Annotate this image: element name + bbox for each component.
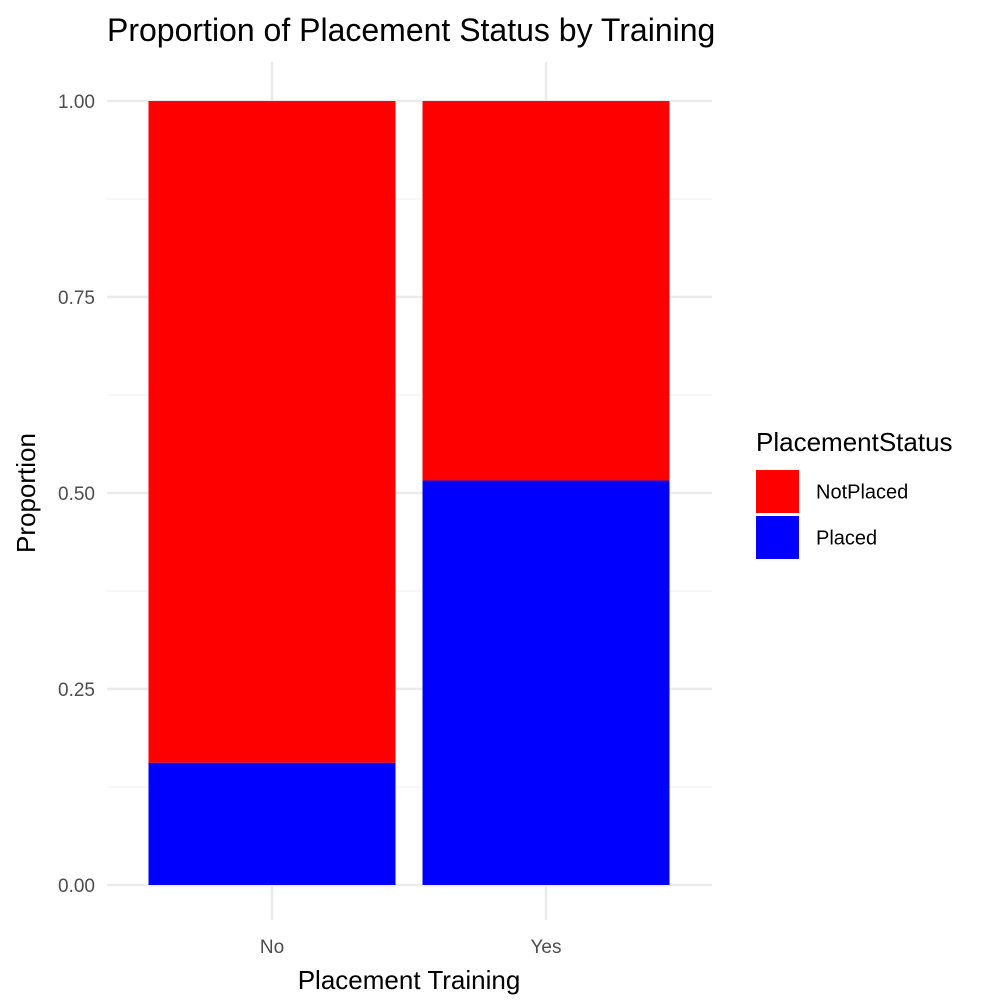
- y-tick-label: 0.00: [58, 876, 95, 897]
- y-axis-ticks: 0.00 0.25 0.50 0.75 1.00: [58, 92, 95, 897]
- legend-label-placed: Placed: [816, 528, 877, 550]
- legend-key-notplaced: [756, 470, 799, 513]
- y-tick-label: 0.25: [58, 680, 95, 701]
- bar-placed-no: [148, 762, 396, 885]
- y-tick-label: 0.50: [58, 484, 95, 505]
- bars: [148, 101, 670, 885]
- bar-placed-yes: [422, 480, 670, 885]
- y-tick-label: 0.75: [58, 288, 95, 309]
- x-axis-ticks: No Yes: [260, 937, 562, 958]
- bar-notplaced-no: [148, 101, 396, 763]
- legend-key-placed: [756, 516, 799, 559]
- legend: PlacementStatus NotPlaced Placed: [756, 427, 953, 559]
- y-tick-label: 1.00: [58, 92, 95, 113]
- x-tick-label: No: [260, 937, 284, 958]
- legend-label-notplaced: NotPlaced: [816, 482, 908, 504]
- chart-title: Proportion of Placement Status by Traini…: [107, 12, 715, 48]
- y-axis-title: Proportion: [11, 433, 41, 553]
- legend-title: PlacementStatus: [756, 427, 953, 457]
- x-axis-title: Placement Training: [298, 965, 521, 995]
- x-tick-label: Yes: [531, 937, 562, 958]
- bar-notplaced-yes: [422, 101, 670, 481]
